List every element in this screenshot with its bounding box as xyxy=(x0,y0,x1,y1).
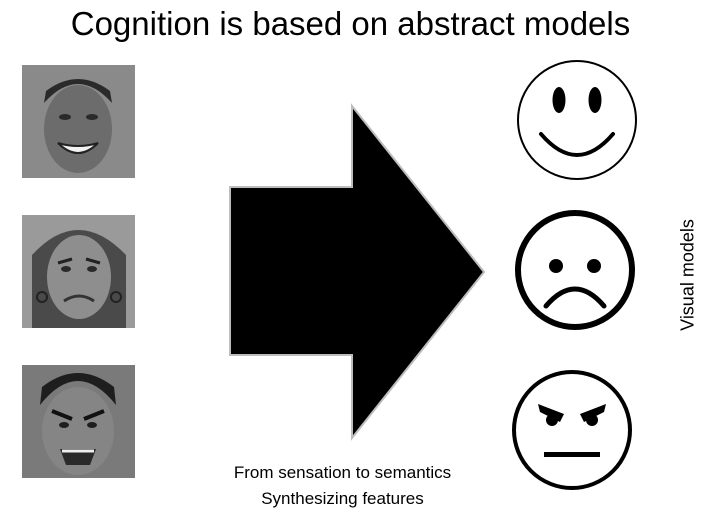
caption-line-1: From sensation to semantics xyxy=(233,463,452,482)
slide-title: Cognition is based on abstract models xyxy=(70,5,631,42)
angry-face-photo xyxy=(22,365,135,478)
arrow-caption: From sensation to semantics Synthesizing… xyxy=(190,460,495,512)
sad-smiley-icon xyxy=(515,210,635,330)
visual-models-label: Visual models xyxy=(677,219,698,331)
transformation-arrow xyxy=(229,103,486,441)
angry-smiley-icon xyxy=(512,370,632,490)
happy-face-photo xyxy=(22,65,135,178)
caption-line-2: Synthesizing features xyxy=(261,489,424,508)
sad-face-photo xyxy=(22,215,135,328)
happy-smiley-icon xyxy=(517,60,637,180)
